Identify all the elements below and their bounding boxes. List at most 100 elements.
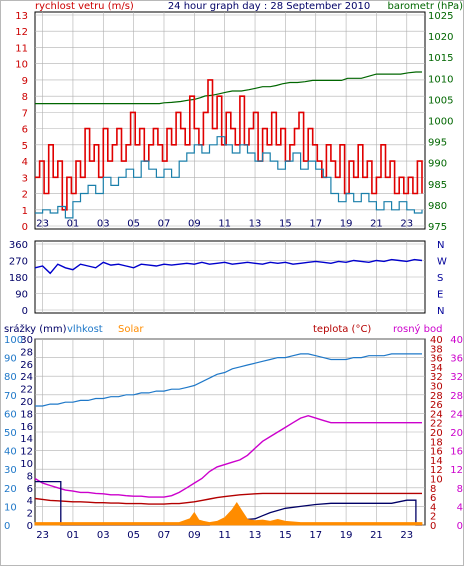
wind-ytick-5: 5 [22,141,28,152]
compass-tick-0: N [437,240,444,251]
graph-title: 24 hour graph day : 28 September 2010 [168,1,370,12]
pressure-ytick-0: 975 [428,222,447,233]
multi-xtick-0: 23 [36,530,49,541]
rain-ytick-5: 10 [20,459,33,470]
humidity-ytick-9: 90 [4,354,17,365]
temp-ytick-15: 30 [430,382,443,393]
legend-teplota: teplota (°C) [313,324,371,335]
wind-xtick-3: 05 [127,219,140,230]
legend-solar: Solar [118,324,144,335]
dew-ytick-3: 12 [450,465,463,476]
pressure-ytick-4: 995 [428,138,447,149]
temp-ytick-19: 38 [430,344,443,355]
legend-rosny-bod: rosný bod [393,323,442,335]
multi-xtick-8: 15 [279,530,292,541]
wind-ytick-1: 1 [22,206,28,217]
rain-ytick-13: 26 [20,360,33,371]
dew-ytick-9: 36 [450,354,463,365]
wind-xtick-8: 15 [279,219,292,230]
wind-ytick-4: 4 [22,157,28,168]
wind-direction-line [34,258,423,275]
wind-xtick-10: 19 [340,219,353,230]
humidity-ytick-2: 20 [4,484,17,495]
wind-ytick-2: 2 [22,190,28,201]
humidity-ytick-10: 100 [4,335,23,346]
rain-ytick-6: 12 [20,447,33,458]
temp-ytick-7: 14 [430,456,443,467]
temp-ytick-9: 18 [430,437,443,448]
rain-ytick-9: 18 [20,409,33,420]
multi-xtick-5: 09 [188,530,201,541]
multi-xtick-3: 05 [127,530,140,541]
dew-ytick-10: 40 [450,335,463,346]
pressure-ytick-6: 1005 [428,95,453,106]
temp-ytick-1: 2 [430,512,436,523]
wind-ytick-3: 3 [22,173,28,184]
dewpoint-line [34,414,422,498]
dew-ytick-8: 32 [450,372,463,383]
rain-ytick-1: 2 [27,509,33,520]
wind-ytick-0: 0 [22,222,28,233]
multi-xtick-1: 01 [67,530,80,541]
rain-ytick-3: 6 [27,484,33,495]
pressure-ytick-1: 980 [428,201,447,212]
dew-ytick-2: 8 [457,484,463,495]
temp-ytick-3: 6 [430,493,436,504]
temperature-line [34,492,422,505]
compass-tick-4: N [437,306,444,317]
compass-tick-3: E [437,290,443,301]
dew-ytick-7: 28 [450,391,463,402]
temp-ytick-12: 24 [430,409,443,420]
wind-xtick-6: 11 [218,219,231,230]
humidity-ytick-5: 50 [4,428,17,439]
humidity-ytick-8: 80 [4,372,17,383]
wind-ytick-13: 13 [15,11,28,22]
temp-ytick-17: 34 [430,363,443,374]
multi-xtick-10: 19 [340,530,353,541]
temp-ytick-13: 26 [430,400,443,411]
pressure-ytick-5: 1000 [428,117,453,128]
temp-ytick-6: 12 [430,465,443,476]
rain-ytick-0: 0 [27,521,33,532]
direction-ytick-0: 0 [22,306,28,317]
wind-ytick-7: 7 [22,108,28,119]
humidity-ytick-1: 10 [4,502,17,513]
compass-tick-1: W [437,257,447,268]
direction-ytick-3: 270 [9,257,28,268]
dew-ytick-5: 20 [450,428,463,439]
temp-ytick-4: 8 [430,484,436,495]
multi-xtick-12: 23 [400,530,413,541]
temp-ytick-8: 16 [430,447,443,458]
dew-ytick-6: 24 [450,409,463,420]
dew-ytick-4: 16 [450,447,463,458]
humidity-ytick-6: 60 [4,409,17,420]
rain-ytick-7: 14 [20,434,33,445]
pressure-ytick-9: 1020 [428,32,453,43]
multi-xtick-11: 21 [370,530,383,541]
multi-xtick-9: 17 [309,530,322,541]
wind-avg-line [35,136,423,219]
direction-ytick-4: 360 [9,240,28,251]
rain-ytick-4: 8 [27,471,33,482]
humidity-ytick-7: 70 [4,391,17,402]
wind-ytick-10: 10 [15,60,28,71]
humidity-ytick-0: 0 [4,521,10,532]
direction-ytick-2: 180 [9,273,28,284]
dew-ytick-1: 4 [457,502,463,513]
temp-ytick-18: 36 [430,354,443,365]
multi-xtick-4: 07 [158,530,171,541]
wind-ytick-11: 11 [15,43,28,54]
direction-ytick-1: 90 [15,290,28,301]
wind-ytick-6: 6 [22,125,28,136]
pressure-ytick-2: 985 [428,180,447,191]
pressure-ytick-8: 1015 [428,53,453,64]
dew-ytick-0: 0 [457,521,463,532]
temp-ytick-14: 28 [430,391,443,402]
solar-area [34,501,423,526]
temp-ytick-5: 10 [430,475,443,486]
temp-ytick-11: 22 [430,419,443,430]
pressure-ytick-3: 990 [428,159,447,170]
wind-xtick-11: 21 [370,219,383,230]
humidity-ytick-3: 30 [4,465,17,476]
